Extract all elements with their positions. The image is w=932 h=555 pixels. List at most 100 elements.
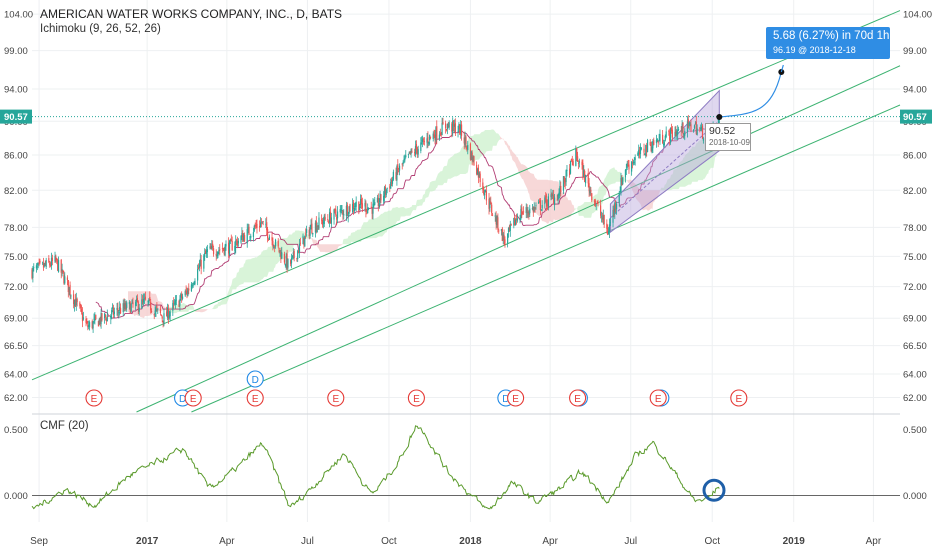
earnings-marker[interactable]: E [85,389,103,407]
candle [440,131,442,137]
candle [687,114,689,129]
candle-body [310,224,312,230]
dividend-marker[interactable]: D [246,370,264,388]
candle [192,282,194,288]
candle-body [255,225,257,226]
x-tick-label: Oct [381,536,397,547]
candle [303,237,305,249]
candle-body [376,197,379,203]
candle-body [683,134,685,136]
candle-body [303,237,305,246]
candle [650,141,652,153]
candle [570,158,572,163]
candle [614,201,616,220]
earnings-marker[interactable]: E [649,389,667,407]
candle-body [655,140,658,143]
candle-body [249,236,251,238]
candle-body [553,197,556,206]
regression-band[interactable] [609,89,720,234]
channel-line-2[interactable] [136,65,901,413]
earnings-marker[interactable]: E [246,389,264,407]
x-tick-label: Sep [30,536,48,547]
candle [42,261,44,266]
candle-body [539,200,541,211]
candle-body [544,197,546,205]
candle-body [113,311,115,314]
candle [249,236,251,241]
candle [271,232,273,246]
candle-body [76,299,78,303]
candle [527,206,529,218]
candle-body [286,253,288,269]
cmf-label[interactable]: CMF (20) [40,420,89,432]
candle-body [717,118,720,128]
candle [159,305,162,316]
channel-line-1[interactable] [31,10,901,381]
candle-body [471,152,473,162]
candle-body [31,269,33,279]
candle-body [162,320,164,323]
candle-body [464,137,466,145]
candle-body [559,186,561,195]
candle-body [79,302,81,307]
candle-body [217,251,219,256]
candle-body [135,301,137,306]
candle [277,238,279,249]
candle [383,185,386,203]
candle [405,150,407,159]
candle [255,220,257,229]
price-marker-box[interactable]: 90.52 2018-10-09 [705,123,751,151]
candle-body [60,259,62,273]
candle-body [438,134,441,139]
last-price-tag-right: 90.57 [900,109,932,124]
candle [584,169,586,183]
candle [594,198,596,208]
candle [448,120,450,130]
candle [491,202,493,216]
earnings-marker[interactable]: E [507,389,525,407]
candle-body [86,321,88,324]
earnings-marker[interactable]: E [569,389,587,407]
candle [539,198,541,216]
candle [254,222,256,230]
candle [328,220,330,224]
candle [702,136,704,144]
earnings-marker[interactable]: E [327,389,345,407]
candle-body [235,240,237,248]
candle [433,129,435,139]
candle [411,148,413,154]
candle [534,206,536,213]
candle [559,180,561,199]
candle-body [365,202,367,212]
candle [323,213,325,228]
projection-label[interactable]: 5.68 (6.27%) in 70d 1h 96.19 @ 2018-12-1… [766,27,890,59]
candle-body [236,240,239,246]
channel-line-3[interactable] [191,104,901,413]
candle-body [467,144,469,151]
candle-body [501,228,503,242]
candle [538,199,540,204]
y-tick-label-right: 69.00 [903,314,927,325]
candle [541,200,543,212]
candle-body [522,211,525,213]
candle [538,198,541,204]
candle-body [677,130,679,135]
candle-body [454,123,456,134]
candle [361,197,363,213]
earnings-marker[interactable]: E [730,389,748,407]
candle [98,317,100,326]
earnings-marker[interactable]: E [407,389,425,407]
candle [315,216,317,234]
candle-body [70,295,72,297]
candle-body [94,316,96,321]
cmf-highlight-circle[interactable] [702,478,726,502]
candle [458,122,460,133]
candle [429,134,431,146]
projection-start-dot[interactable] [716,114,723,121]
candle [515,213,518,225]
y-tick-label-right: 82.00 [903,186,927,197]
earnings-marker[interactable]: E [184,389,202,407]
indicator-label[interactable]: Ichimoku (9, 26, 52, 26) [40,23,161,35]
candle [69,281,71,299]
